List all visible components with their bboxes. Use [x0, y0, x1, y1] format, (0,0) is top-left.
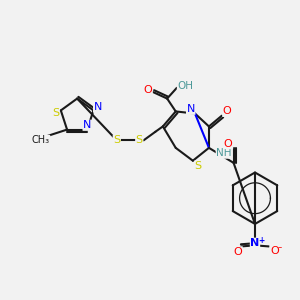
Text: N: N — [250, 238, 260, 248]
Text: OH: OH — [177, 81, 194, 91]
Text: N: N — [94, 102, 102, 112]
Text: O: O — [224, 139, 233, 148]
Text: +: + — [258, 236, 265, 244]
Text: O: O — [223, 106, 232, 116]
Text: S: S — [195, 161, 202, 171]
Text: N: N — [83, 120, 92, 130]
Text: N: N — [187, 104, 195, 114]
Text: O: O — [233, 247, 242, 257]
Text: –: – — [278, 243, 282, 252]
Text: CH₃: CH₃ — [32, 135, 50, 146]
Text: S: S — [113, 135, 120, 146]
Text: NH: NH — [216, 148, 232, 158]
Text: O: O — [143, 85, 152, 95]
Text: S: S — [52, 108, 59, 118]
Text: O: O — [270, 246, 279, 256]
Text: S: S — [136, 135, 143, 146]
